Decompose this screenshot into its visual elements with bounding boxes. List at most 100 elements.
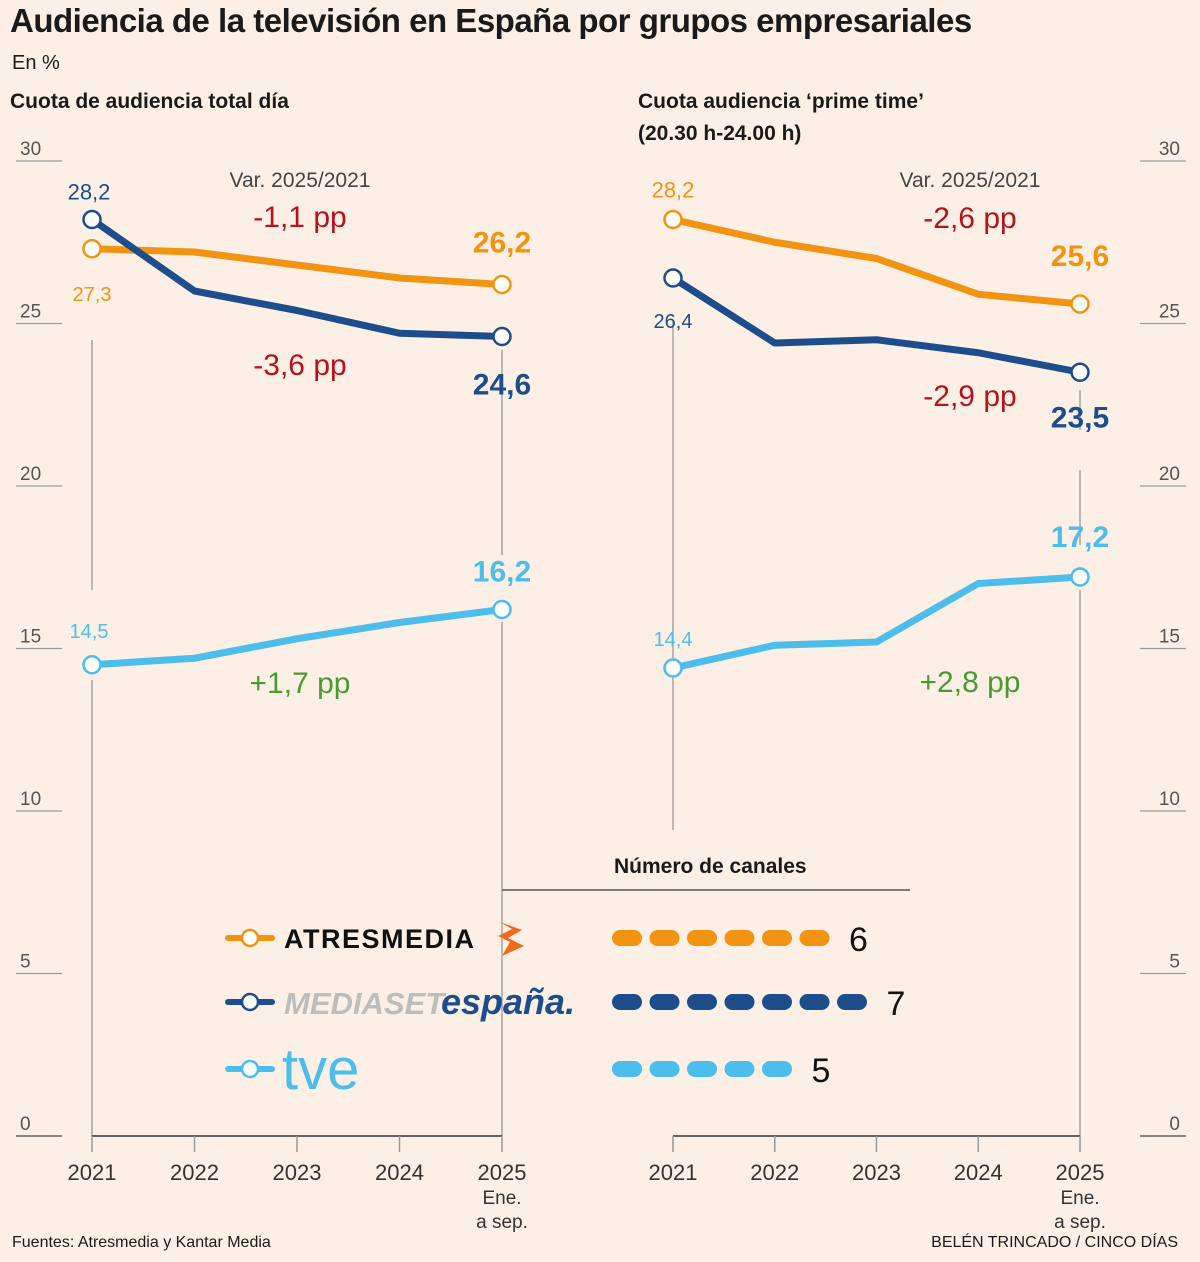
legend-tve-channel-pill	[724, 1061, 755, 1077]
left-mediaset-line	[88, 216, 506, 340]
left-mediaset-marker	[82, 209, 102, 230]
left-tve-marker	[492, 599, 512, 620]
left-atresmedia-start-label: 27,3	[73, 284, 112, 306]
right-tve-end-label: 17,2	[1051, 521, 1109, 554]
legend-mediaset-channel-pill	[799, 994, 830, 1010]
right-ytick-label: 20	[1159, 464, 1180, 485]
right-chart-title: Cuota audiencia ‘prime time’ (20.30 h-24…	[638, 86, 924, 150]
left-atresmedia-marker	[492, 274, 512, 295]
legend-atresmedia-channel-pill	[724, 930, 755, 946]
left-ytick-label: 15	[20, 627, 41, 648]
legend-mediaset-channel-pill	[649, 994, 680, 1010]
legend-mediaset-channel-pill	[762, 994, 792, 1010]
right-atresmedia-end-label: 25,6	[1051, 240, 1109, 273]
right-chart-title-line1: Cuota audiencia ‘prime time’	[638, 90, 924, 113]
legend-tve-logo-text: tve	[282, 1037, 359, 1102]
right-mediaset-start-label: 26,4	[654, 311, 693, 333]
legend-tve-channel-pill	[687, 1061, 717, 1077]
right-xtick-label: 2025	[1056, 1160, 1105, 1185]
left-atresmedia-line	[88, 245, 506, 288]
legend-tve-channel-pill	[649, 1061, 680, 1077]
legend-mediaset-logo-text-a: MEDIASET	[284, 986, 447, 1021]
legend-tve-channel-pill	[612, 1061, 642, 1077]
right-atresmedia-marker	[663, 209, 683, 230]
right-xtick-label: 2024	[954, 1160, 1003, 1185]
right-atresmedia-variation: -2,6 pp	[923, 202, 1016, 235]
legend-atresmedia-channel-pill	[762, 930, 792, 946]
right-xtick-sublabel: a sep.	[1054, 1212, 1106, 1233]
legend-atresmedia-channel-pill	[649, 930, 680, 946]
right-mediaset-variation: -2,9 pp	[923, 380, 1016, 413]
legend-mediaset-channel-pill	[687, 994, 717, 1010]
unit-label: En %	[12, 52, 60, 74]
legend-tve-channel-pill	[762, 1061, 792, 1077]
left-mediaset-variation: -3,6 pp	[253, 349, 346, 382]
right-xtick-label: 2021	[649, 1160, 698, 1185]
legend-title: Número de canales	[614, 855, 807, 878]
left-atresmedia-marker	[82, 239, 102, 259]
source-note: Fuentes: Atresmedia y Kantar Media	[12, 1234, 271, 1251]
left-tve-start-label: 14,5	[70, 621, 109, 643]
right-mediaset-marker	[663, 268, 683, 288]
left-mediaset-start-label: 28,2	[68, 180, 111, 205]
left-xtick-label: 2024	[375, 1160, 424, 1185]
left-ytick-label: 0	[20, 1114, 31, 1135]
left-tve-marker	[82, 655, 102, 675]
left-chart-title: Cuota de audiencia total día	[10, 90, 289, 113]
right-chart-title-line2: (20.30 h-24.00 h)	[638, 122, 802, 145]
left-atresmedia-end-label: 26,2	[473, 227, 531, 260]
atresmedia-logo-icon	[498, 922, 524, 956]
legend-atresmedia-channel-pill	[612, 930, 642, 946]
left-xtick-label: 2022	[170, 1160, 219, 1185]
right-tve-marker	[663, 658, 683, 678]
left-xtick-label: 2021	[68, 1160, 117, 1185]
left-xtick-sublabel: a sep.	[476, 1212, 528, 1233]
left-xtick-label: 2023	[273, 1160, 322, 1185]
legend-tve-swatch-marker	[240, 1059, 260, 1079]
legend-atresmedia-channel-count: 6	[849, 921, 868, 959]
right-ytick-label: 25	[1159, 302, 1180, 323]
legend-atresmedia-swatch-marker	[240, 928, 260, 948]
left-ytick-label: 5	[20, 952, 31, 973]
left-tve-line	[88, 606, 506, 669]
left-mediaset-marker	[492, 326, 512, 347]
credit-note: BELÉN TRINCADO / CINCO DÍAS	[931, 1234, 1178, 1251]
left-atresmedia-variation: -1,1 pp	[253, 201, 346, 234]
right-tve-start-label: 14,4	[654, 629, 693, 651]
right-ytick-label: 0	[1169, 1114, 1180, 1135]
right-atresmedia-start-label: 28,2	[652, 178, 695, 203]
right-mediaset-end-label: 23,5	[1051, 401, 1109, 434]
right-mediaset-marker	[1070, 362, 1090, 382]
right-ytick-label: 15	[1159, 627, 1180, 648]
right-xtick-label: 2023	[852, 1160, 901, 1185]
right-atresmedia-line	[669, 216, 1084, 308]
left-xtick-label: 2025	[478, 1160, 527, 1185]
left-ytick-label: 30	[20, 139, 41, 160]
legend-atresmedia-channel-pill	[687, 930, 717, 946]
right-ytick-label: 5	[1169, 952, 1180, 973]
chart-title: Audiencia de la televisión en España por…	[10, 2, 972, 39]
legend-mediaset-logo-text-b: españa.	[441, 981, 575, 1022]
legend-mediaset-swatch-marker	[240, 992, 260, 1012]
left-ytick-label: 10	[20, 789, 41, 810]
left-ytick-label: 20	[20, 464, 41, 485]
right-variation-header: Var. 2025/2021	[900, 169, 1041, 192]
legend-mediaset-channel-pill	[612, 994, 642, 1010]
legend-mediaset-channel-pill	[837, 994, 867, 1010]
right-tve-line	[669, 573, 1084, 672]
right-ytick-label: 30	[1159, 139, 1180, 160]
right-tve-variation: +2,8 pp	[920, 666, 1021, 699]
left-variation-header: Var. 2025/2021	[230, 169, 371, 192]
left-xtick-sublabel: Ene.	[482, 1188, 521, 1209]
legend-atresmedia-logo-text: ATRESMEDIA	[284, 924, 476, 954]
left-tve-variation: +1,7 pp	[250, 667, 351, 700]
left-tve-end-label: 16,2	[473, 556, 531, 589]
left-mediaset-end-label: 24,6	[473, 369, 531, 402]
right-xtick-label: 2022	[750, 1160, 799, 1185]
right-ytick-label: 10	[1159, 789, 1180, 810]
right-atresmedia-marker	[1070, 294, 1090, 314]
right-tve-marker	[1070, 567, 1090, 587]
legend-mediaset-channel-pill	[724, 994, 755, 1010]
legend-mediaset-channel-count: 7	[887, 985, 906, 1023]
legend-atresmedia-channel-pill	[799, 930, 830, 946]
